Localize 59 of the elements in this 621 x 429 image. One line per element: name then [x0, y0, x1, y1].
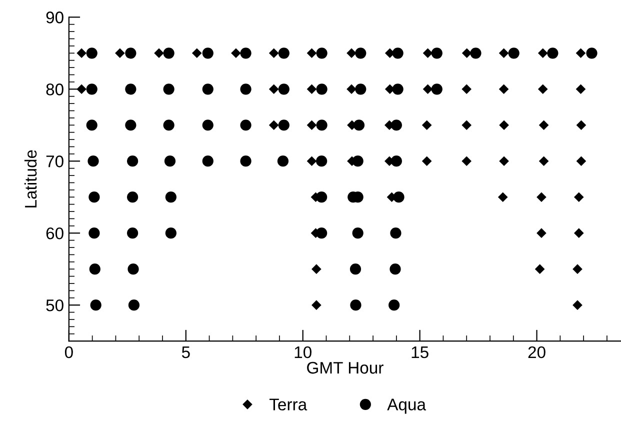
point — [346, 84, 356, 94]
point — [499, 156, 509, 166]
y-axis-title: Latitude — [24, 150, 37, 208]
point — [115, 48, 125, 58]
point — [462, 84, 472, 94]
point — [536, 192, 546, 202]
x-tick-label: 0 — [64, 346, 73, 358]
point — [538, 156, 549, 166]
point — [306, 120, 317, 130]
point — [462, 156, 472, 166]
point — [574, 228, 584, 238]
point — [498, 48, 509, 58]
x-axis-title: GMT Hour — [307, 362, 384, 374]
point — [499, 120, 509, 130]
x-tick-label: 10 — [294, 346, 312, 358]
legend-label: Terra — [270, 398, 308, 410]
point — [312, 264, 322, 274]
point — [534, 264, 545, 274]
point — [462, 120, 472, 130]
point — [422, 48, 433, 58]
point — [306, 84, 317, 94]
point — [154, 48, 164, 58]
x-tick-label: 15 — [412, 346, 428, 358]
y-tick-label: 70 — [46, 156, 64, 168]
legend-label: Aqua — [387, 398, 426, 414]
point — [268, 120, 279, 130]
point — [536, 228, 546, 238]
point — [306, 48, 317, 58]
point — [498, 192, 508, 202]
point — [572, 264, 582, 274]
point — [346, 48, 356, 58]
point — [422, 156, 432, 166]
point — [312, 300, 322, 310]
point — [76, 84, 86, 94]
point — [576, 156, 586, 166]
point — [268, 48, 279, 58]
y-tick-label: 60 — [46, 227, 64, 240]
point — [538, 48, 548, 58]
point — [538, 84, 548, 94]
point — [574, 192, 584, 202]
point — [192, 48, 202, 58]
point — [576, 48, 586, 58]
y-tick-label: 90 — [46, 12, 64, 24]
point — [306, 156, 317, 166]
point — [422, 84, 433, 94]
point — [572, 300, 582, 310]
point — [76, 48, 86, 58]
point — [498, 84, 509, 94]
point — [576, 84, 586, 94]
x-tick-label: 20 — [528, 346, 546, 358]
x-tick-label: 5 — [182, 346, 190, 358]
point — [576, 120, 586, 130]
point — [538, 120, 549, 130]
y-tick-label: 50 — [46, 299, 64, 312]
point — [462, 48, 472, 58]
point — [231, 48, 241, 58]
y-tick-label: 80 — [46, 84, 64, 96]
point — [422, 120, 432, 130]
point — [268, 84, 279, 94]
